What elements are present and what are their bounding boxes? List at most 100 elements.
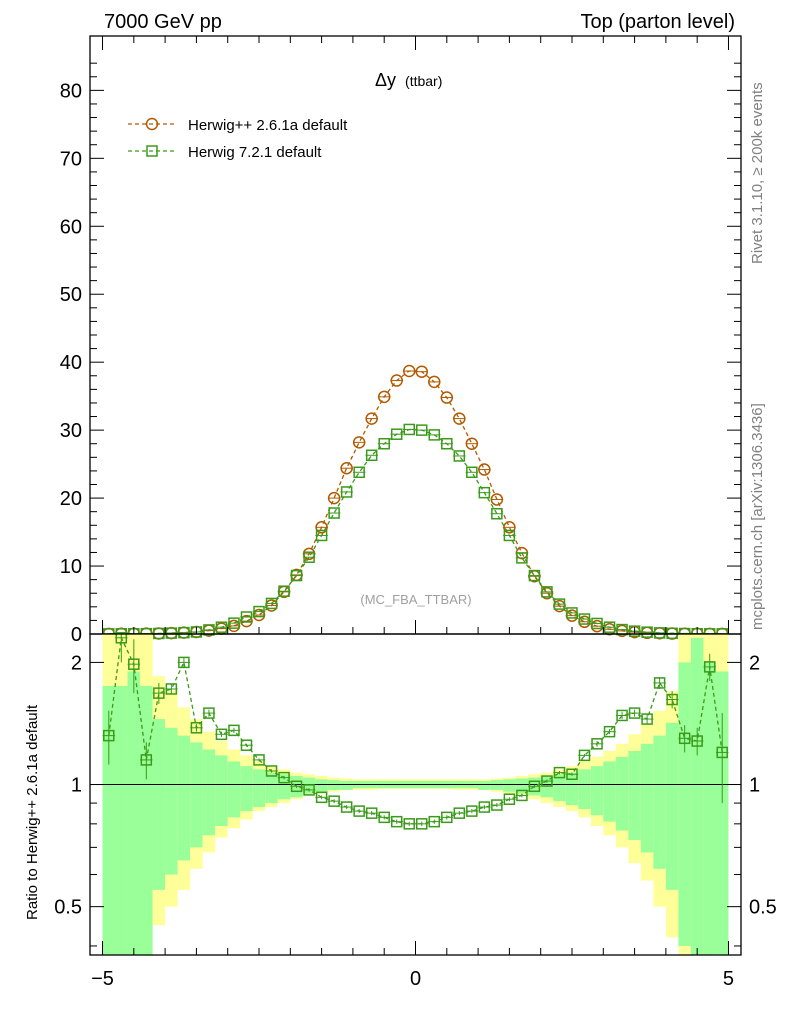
plot-title-main: Δy bbox=[375, 70, 396, 90]
data-point-square bbox=[315, 529, 328, 542]
uncertainty-band-inner bbox=[202, 749, 216, 836]
ratio-data-point bbox=[616, 709, 628, 722]
uncertainty-band-inner bbox=[653, 735, 666, 869]
data-point-circle bbox=[465, 437, 479, 450]
y-tick-label: 10 bbox=[60, 556, 82, 578]
uncertainty-band-inner bbox=[628, 750, 641, 840]
uncertainty-band-inner bbox=[265, 772, 278, 804]
x-tick-label: 5 bbox=[723, 968, 734, 990]
header-left: 7000 GeV pp bbox=[104, 11, 222, 33]
uncertainty-band-inner bbox=[252, 769, 266, 808]
ratio-data-point bbox=[691, 735, 703, 747]
ratio-data-point bbox=[528, 780, 541, 793]
y-tick-label: 0 bbox=[71, 624, 82, 646]
ratio-data-point bbox=[653, 677, 666, 689]
data-point-square bbox=[240, 611, 253, 623]
data-point-square bbox=[666, 627, 678, 640]
ratio-data-point bbox=[215, 728, 228, 741]
ratio-data-point bbox=[365, 807, 378, 819]
uncertainty-band-inner bbox=[115, 685, 128, 955]
data-point-circle bbox=[315, 521, 328, 534]
ratio-data-point bbox=[491, 799, 503, 811]
ratio-data-point bbox=[553, 766, 566, 779]
data-point-square bbox=[441, 437, 453, 450]
main-plot-panel: 0 10 20 30 40 50 60 70 80 (MC_FBA_TTBAR) Δy (ttb… bbox=[60, 35, 742, 646]
ratio-data-point bbox=[541, 775, 553, 787]
ratio-data-point bbox=[328, 795, 340, 807]
rivet-label: Rivet 3.1.10, ≥ 200k events bbox=[749, 82, 766, 264]
uncertainty-band-inner bbox=[165, 727, 178, 875]
data-point-circle bbox=[402, 364, 416, 378]
ratio-data-point bbox=[153, 687, 165, 699]
ratio-data-point bbox=[178, 656, 190, 669]
uncertainty-band-inner bbox=[240, 766, 253, 812]
uncertainty-band-inner bbox=[215, 755, 228, 827]
data-point-square bbox=[491, 507, 503, 520]
ratio-plot-panel: 0.5 0.5 1 1 2 2 −5 0 5 Ratio to Herwig++ 2.6.1a … bbox=[24, 632, 777, 990]
data-point-square bbox=[516, 552, 528, 564]
data-point-square bbox=[290, 569, 303, 582]
uncertainty-band-inner bbox=[490, 780, 504, 790]
ratio-ylabel: Ratio to Herwig++ 2.6.1a default bbox=[24, 704, 41, 920]
ratio-data-point bbox=[516, 789, 528, 802]
data-point-circle bbox=[478, 463, 491, 476]
data-point-circle bbox=[453, 412, 466, 425]
uncertainty-band-inner bbox=[503, 779, 516, 792]
ratio-data-point bbox=[115, 632, 128, 644]
data-point-square bbox=[165, 627, 178, 639]
data-point-circle bbox=[390, 374, 403, 387]
ratio-data-point bbox=[666, 693, 678, 706]
data-point-square bbox=[466, 466, 478, 479]
ratio-data-point bbox=[228, 724, 240, 737]
ratio-data-point bbox=[453, 807, 466, 819]
data-point-square bbox=[478, 486, 491, 499]
data-point-square bbox=[340, 486, 353, 498]
mcplots-label: mcplots.cern.ch [arXiv:1306.3436] bbox=[749, 403, 766, 630]
ratio-data-point bbox=[253, 754, 265, 766]
data-point-circle bbox=[365, 412, 378, 425]
header-right: Top (parton level) bbox=[580, 11, 735, 33]
ratio-data-point bbox=[353, 805, 365, 817]
data-point-circle bbox=[377, 390, 391, 404]
y-tick-label: 40 bbox=[60, 352, 82, 374]
x-tick-label: 0 bbox=[410, 968, 421, 990]
uncertainty-band-inner bbox=[140, 685, 153, 955]
data-point-circle bbox=[440, 391, 454, 404]
uncertainty-band-inner bbox=[690, 637, 704, 955]
uncertainty-band-inner bbox=[227, 761, 241, 818]
y-tick-label: 80 bbox=[60, 80, 82, 102]
ratio-data-point bbox=[716, 746, 728, 759]
ratio-data-point bbox=[603, 725, 616, 738]
ratio-data-point bbox=[566, 768, 578, 781]
data-point-circle bbox=[327, 491, 341, 505]
ratio-data-point bbox=[128, 658, 140, 670]
plot-title: Δy (ttbar) bbox=[375, 70, 442, 90]
data-point-square bbox=[215, 621, 228, 633]
uncertainty-band-inner bbox=[102, 685, 116, 955]
data-point-circle bbox=[428, 375, 441, 389]
uncertainty-band-inner bbox=[315, 779, 328, 792]
uncertainty-band-inner bbox=[478, 781, 491, 790]
watermark: (MC_FBA_TTBAR) bbox=[360, 592, 471, 607]
ratio-data-point bbox=[403, 818, 415, 830]
legend-entry-herwig7: Herwig 7.2.1 default bbox=[128, 144, 322, 161]
uncertainty-band-inner bbox=[578, 769, 591, 810]
data-point-square bbox=[228, 617, 240, 629]
ratio-data-point bbox=[240, 739, 253, 751]
ratio-data-point bbox=[466, 805, 478, 817]
data-point-square bbox=[641, 626, 653, 638]
ratio-data-point bbox=[441, 811, 453, 824]
data-point-square bbox=[390, 428, 403, 440]
data-point-square bbox=[353, 466, 365, 479]
ratio-data-point bbox=[416, 818, 428, 830]
ratio-series-line bbox=[108, 635, 723, 825]
ratio-data-point bbox=[503, 793, 516, 805]
ratio-data-point bbox=[265, 765, 278, 777]
uncertainty-band-inner bbox=[603, 761, 616, 822]
uncertainty-band-inner bbox=[152, 719, 166, 890]
uncertainty-band-inner bbox=[615, 756, 629, 831]
ratio-y-tick-label-right: 1 bbox=[749, 775, 760, 797]
ratio-y-tick-label: 1 bbox=[71, 775, 82, 797]
data-point-square bbox=[553, 598, 566, 610]
